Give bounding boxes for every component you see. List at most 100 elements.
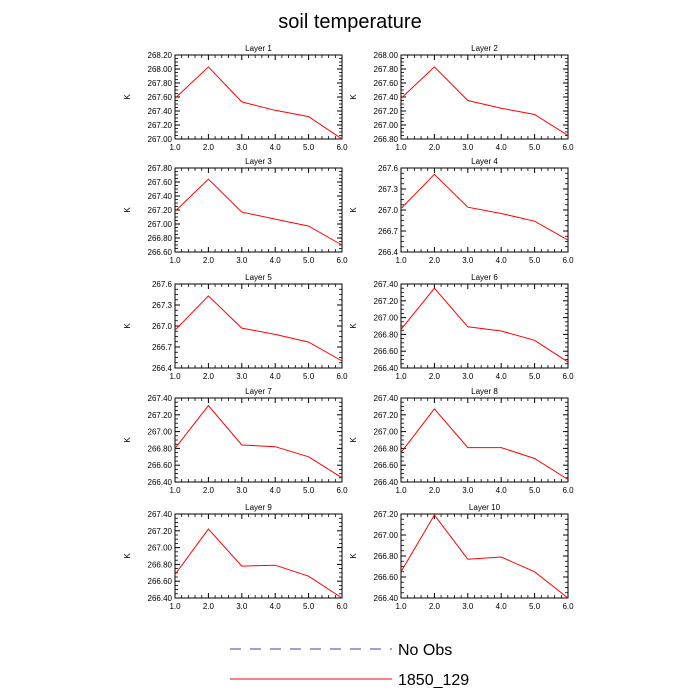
y-tick-label: 267.40 (374, 394, 399, 403)
x-tick-label: 1.0 (169, 372, 181, 381)
panel-layer-4: Layer 4 K 266.4 266.7 267.0 267.3 267.6 1.0 2.0 3… (349, 157, 574, 265)
x-tick-label: 3.0 (236, 143, 248, 152)
y-tick-label: 266.60 (374, 347, 399, 356)
x-tick-label: 2.0 (429, 486, 441, 495)
y-axis-label: K (349, 207, 358, 213)
y-axis-label: K (123, 437, 132, 443)
panel-title: Layer 8 (471, 387, 498, 396)
y-tick-label: 266.40 (374, 364, 399, 373)
x-tick-label: 3.0 (462, 486, 474, 495)
y-tick-label: 267.20 (148, 206, 173, 215)
x-tick-label: 4.0 (496, 143, 508, 152)
y-tick-label: 266.80 (148, 234, 173, 243)
panel-title: Layer 7 (245, 387, 272, 396)
y-axis-label: K (123, 207, 132, 213)
y-tick-label: 267.80 (374, 65, 399, 74)
plot-frame (400, 283, 569, 369)
y-tick-label: 268.00 (374, 51, 399, 60)
y-axis-label: K (123, 94, 132, 100)
y-tick-label: 267.60 (148, 93, 173, 102)
y-tick-label: 266.40 (148, 478, 173, 487)
x-tick-label: 6.0 (336, 143, 348, 152)
x-tick-label: 5.0 (529, 143, 541, 152)
x-tick-label: 6.0 (336, 256, 348, 265)
x-tick-label: 2.0 (429, 602, 441, 611)
x-tick-label: 5.0 (303, 372, 315, 381)
y-tick-label: 267.20 (374, 107, 399, 116)
x-tick-label: 1.0 (395, 372, 407, 381)
x-tick-label: 4.0 (270, 602, 282, 611)
plot-frame (400, 397, 569, 483)
x-tick-label: 3.0 (462, 602, 474, 611)
x-tick-label: 4.0 (270, 486, 282, 495)
series-line-1850_129 (400, 66, 569, 136)
y-axis-label: K (349, 553, 358, 559)
panel-layer-2: Layer 2 K 266.80 267.00 267.20 267.40 267.60 26… (349, 44, 574, 152)
y-tick-label: 266.4 (152, 364, 173, 373)
x-tick-label: 1.0 (395, 602, 407, 611)
panel-title: Layer 9 (245, 503, 272, 512)
panel-layer-10: Layer 10 K 266.40 266.60 266.80 267.00 267.20 1… (349, 503, 574, 611)
panel-title: Layer 6 (471, 273, 498, 282)
plot-frame (174, 397, 343, 483)
x-tick-label: 6.0 (562, 486, 574, 495)
plot-frame (174, 283, 343, 369)
y-tick-label: 266.40 (148, 594, 173, 603)
y-tick-label: 267.20 (148, 121, 173, 130)
y-tick-label: 267.40 (148, 107, 173, 116)
x-tick-label: 5.0 (529, 486, 541, 495)
y-tick-label: 266.60 (148, 461, 173, 470)
x-tick-label: 3.0 (462, 256, 474, 265)
panel-title: Layer 2 (471, 44, 498, 53)
x-tick-label: 5.0 (529, 256, 541, 265)
y-tick-label: 267.20 (148, 411, 173, 420)
y-tick-label: 267.80 (148, 79, 173, 88)
y-tick-label: 266.80 (148, 560, 173, 569)
x-tick-label: 3.0 (236, 256, 248, 265)
y-tick-label: 267.00 (374, 428, 399, 437)
x-tick-label: 6.0 (562, 602, 574, 611)
panel-layer-6: Layer 6 K 266.40 266.60 266.80 267.00 267.20 26… (349, 273, 574, 381)
series-line-1850_129 (174, 295, 343, 362)
series-line-1850_129 (400, 514, 569, 599)
x-tick-label: 3.0 (236, 602, 248, 611)
y-tick-label: 266.60 (148, 577, 173, 586)
y-axis-label: K (123, 553, 132, 559)
x-tick-label: 5.0 (529, 372, 541, 381)
x-tick-label: 6.0 (336, 486, 348, 495)
panel-layer-7: Layer 7 K 266.40 266.60 266.80 267.00 267.20 26… (123, 387, 348, 495)
plot-frame (400, 513, 569, 599)
series-line-1850_129 (400, 173, 569, 241)
y-tick-label: 267.00 (374, 121, 399, 130)
y-tick-label: 267.20 (374, 411, 399, 420)
y-tick-label: 267.00 (374, 314, 399, 323)
series-line-1850_129 (174, 66, 343, 140)
y-tick-label: 267.40 (374, 93, 399, 102)
x-tick-label: 1.0 (169, 143, 181, 152)
y-tick-label: 267.0 (152, 322, 173, 331)
x-tick-label: 4.0 (496, 486, 508, 495)
x-tick-label: 2.0 (203, 372, 215, 381)
x-tick-label: 1.0 (169, 486, 181, 495)
plot-frame (174, 513, 343, 599)
series-line-1850_129 (174, 404, 343, 479)
y-tick-label: 267.20 (148, 527, 173, 536)
x-tick-label: 5.0 (303, 602, 315, 611)
panel-title: Layer 10 (469, 503, 501, 512)
x-tick-label: 6.0 (336, 602, 348, 611)
y-tick-label: 267.20 (374, 297, 399, 306)
y-tick-label: 267.00 (148, 428, 173, 437)
y-tick-label: 267.40 (148, 192, 173, 201)
legend-label-2: 1850_129 (398, 672, 469, 689)
y-tick-label: 266.80 (374, 135, 399, 144)
y-tick-label: 266.80 (374, 330, 399, 339)
x-tick-label: 4.0 (270, 143, 282, 152)
y-tick-label: 266.4 (378, 248, 399, 257)
y-tick-label: 267.80 (148, 164, 173, 173)
y-tick-label: 266.80 (374, 552, 399, 561)
x-tick-label: 4.0 (270, 256, 282, 265)
y-tick-label: 267.00 (374, 531, 399, 540)
x-tick-label: 6.0 (562, 256, 574, 265)
x-tick-label: 1.0 (169, 256, 181, 265)
